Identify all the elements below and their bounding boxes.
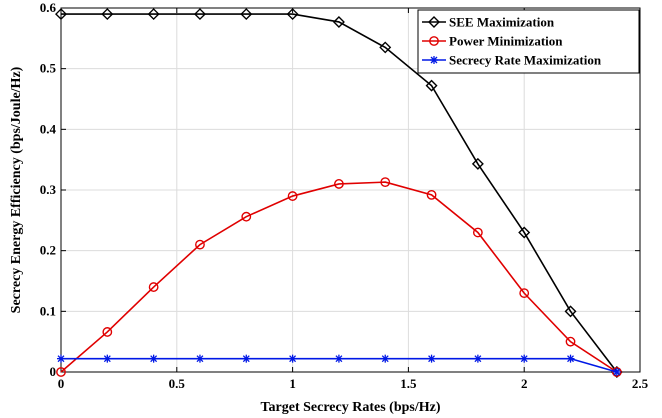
data-point [334, 354, 343, 363]
data-point [426, 189, 437, 200]
data-point [520, 354, 529, 363]
data-point [241, 211, 252, 222]
data-point [471, 157, 484, 170]
data-point [334, 179, 344, 189]
data-point [55, 8, 67, 21]
data-point [195, 239, 205, 250]
data-point [240, 8, 253, 21]
data-point [242, 354, 251, 363]
series-3 [57, 354, 621, 376]
y-tick-label: 0.2 [40, 243, 56, 258]
y-tick-label: 0.4 [40, 121, 57, 136]
data-point [564, 305, 577, 318]
data-point [425, 79, 438, 92]
legend-marker [429, 36, 439, 46]
data-point [612, 368, 621, 376]
y-tick-label: 0.5 [40, 61, 57, 76]
data-point [472, 227, 483, 238]
x-axis-label: Target Secrecy Rates (bps/Hz) [260, 400, 440, 415]
data-point [103, 354, 112, 363]
y-tick-label: 0.1 [40, 303, 56, 318]
x-tick-label: 2 [521, 376, 528, 391]
x-tick-label: 0 [58, 376, 65, 391]
legend-item: Secrecy Rate Maximization [422, 53, 602, 68]
legend-label: Secrecy Rate Maximization [449, 53, 602, 68]
axis-ticks: 0 0.5 1 1.5 2 2.5 0 0.1 0.2 0.3 0.4 0.5 0.6 [40, 0, 649, 391]
data-point [193, 8, 206, 21]
series-layer [55, 8, 623, 378]
data-point [519, 288, 530, 299]
data-point [57, 354, 65, 363]
x-tick-label: 2.5 [632, 376, 649, 391]
legend-marker [430, 56, 438, 64]
data-point [566, 354, 575, 363]
data-point [195, 354, 204, 363]
data-point [473, 354, 482, 363]
data-point [288, 354, 297, 363]
x-tick-label: 1 [289, 376, 296, 391]
series-line [61, 13, 618, 373]
legend-label: SEE Maximization [449, 15, 555, 30]
data-point [147, 8, 160, 21]
x-tick-label: 0.5 [169, 376, 186, 391]
y-tick-label: 0.6 [40, 0, 57, 15]
y-tick-label: 0 [50, 364, 57, 379]
data-point [427, 354, 436, 363]
data-point [286, 8, 299, 21]
series-1 [55, 8, 623, 378]
data-point [611, 367, 622, 377]
x-tick-label: 1.5 [400, 376, 417, 391]
data-point [149, 354, 158, 363]
data-point [102, 327, 113, 337]
legend: SEE Maximization Power Minimization Secrec… [417, 9, 640, 74]
data-point [148, 282, 159, 292]
data-point [379, 41, 392, 54]
series-2 [56, 177, 622, 377]
data-point [565, 336, 576, 347]
data-point [332, 15, 345, 28]
series-line [60, 181, 618, 373]
legend-label: Power Minimization [449, 34, 563, 49]
data-point [101, 8, 114, 21]
legend-item: Power Minimization [422, 34, 563, 49]
data-point [287, 191, 298, 201]
data-point [380, 177, 391, 188]
data-point [381, 354, 390, 363]
y-tick-label: 0.3 [40, 182, 57, 197]
data-point [518, 226, 531, 239]
data-point [56, 367, 66, 377]
y-axis-label: Secrecy Energy Efficiency (bps/Joule/Hz) [9, 66, 24, 313]
legend-box [417, 9, 640, 74]
legend-item: SEE Maximization [422, 15, 555, 30]
legend-marker [428, 16, 440, 28]
